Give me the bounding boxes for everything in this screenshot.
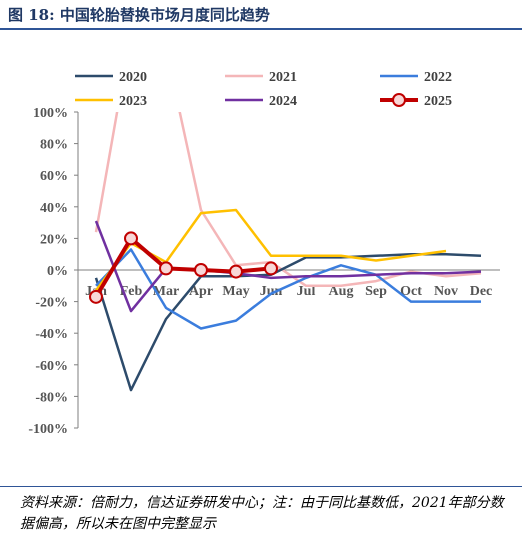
- point-2025-Apr: [194, 263, 208, 277]
- x-tick-label: May: [222, 284, 249, 299]
- line-chart: 2020 2021 2022 2023 2024 2025 -100% -80% -60% -4…: [28, 70, 500, 437]
- y-tick-label: 0%: [47, 264, 68, 279]
- x-tick-label: Dec: [470, 284, 493, 299]
- legend-label-2023: 2023: [119, 94, 147, 109]
- x-tick-label: Jul: [297, 284, 316, 299]
- point-2025-Feb: [124, 231, 138, 246]
- title-underline: [0, 28, 522, 30]
- y-tick-label: 60%: [40, 169, 68, 184]
- chart-legend: 2020 2021 2022 2023 2024 2025: [75, 70, 452, 109]
- legend-marker-2025: [392, 93, 406, 107]
- y-tick-label: 100%: [33, 106, 68, 121]
- y-tick-label: -100%: [28, 422, 68, 437]
- legend-label-2025: 2025: [424, 94, 452, 109]
- figure-title: 图 18: 中国轮胎替换市场月度同比趋势: [8, 6, 270, 24]
- y-tick-label: -20%: [35, 296, 68, 311]
- x-tick-label: Aug: [329, 284, 354, 299]
- y-axis: -100% -80% -60% -40% -20% 0% 20% 40% 60% 80% 100%: [28, 106, 79, 437]
- plot-area: [89, 112, 482, 392]
- series-line-2022: [95, 248, 481, 330]
- x-axis: JanFebMarAprMayJunJulAugSepOctNovDec: [78, 269, 500, 299]
- y-tick-label: -60%: [35, 359, 68, 374]
- y-tick-label: 20%: [40, 232, 68, 247]
- point-2025-May: [229, 264, 243, 279]
- y-tick-label: -80%: [35, 390, 68, 405]
- x-tick-label: Sep: [365, 284, 387, 299]
- point-2025-Mar: [159, 261, 173, 276]
- point-2025-Jan: [89, 289, 103, 304]
- y-tick-label: 40%: [40, 201, 68, 216]
- x-tick-label: Apr: [189, 284, 213, 299]
- series-line-2024: [94, 220, 482, 313]
- y-tick-label: -40%: [35, 327, 68, 342]
- source-divider: [0, 486, 522, 487]
- legend-label-2021: 2021: [269, 70, 297, 85]
- x-tick-label: Jun: [260, 284, 283, 299]
- y-tick-label: 80%: [40, 138, 68, 153]
- x-tick-label: Oct: [400, 284, 422, 299]
- figure-source-note: 资料来源：倍耐力，信达证券研发中心；注：由于同比基数低，2021年部分数据偏高，…: [20, 495, 504, 532]
- point-2025-Jun: [264, 261, 278, 276]
- legend-label-2022: 2022: [424, 70, 452, 85]
- legend-label-2020: 2020: [119, 70, 147, 85]
- legend-label-2024: 2024: [269, 94, 297, 109]
- x-tick-label: Nov: [434, 284, 458, 299]
